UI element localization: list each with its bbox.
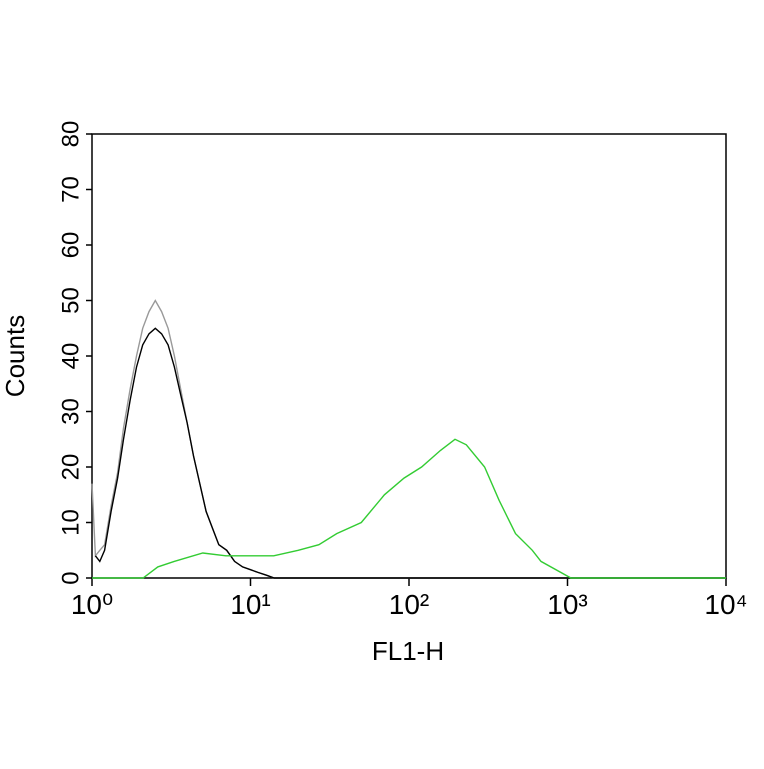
- series-line: [92, 438, 726, 579]
- y-tick-label: 50: [57, 287, 84, 314]
- y-tick-label: 0: [57, 571, 84, 584]
- y-tick-label: 80: [57, 121, 84, 148]
- y-tick-label: 40: [57, 343, 84, 370]
- x-tick-label: 10⁴: [704, 589, 747, 620]
- x-axis-label: FL1-H: [372, 636, 444, 666]
- y-tick-label: 60: [57, 232, 84, 259]
- y-tick-label: 30: [57, 398, 84, 425]
- series-line: [91, 299, 726, 579]
- x-tick-label: 10¹: [230, 589, 270, 620]
- series-line: [94, 327, 726, 579]
- y-axis-label: Counts: [0, 315, 30, 397]
- y-tick-label: 70: [57, 176, 84, 203]
- y-tick-label: 10: [57, 509, 84, 536]
- x-tick-label: 10³: [547, 589, 587, 620]
- x-tick-label: 10²: [389, 589, 429, 620]
- y-tick-label: 20: [57, 454, 84, 481]
- x-tick-label: 10⁰: [71, 589, 113, 620]
- plot-frame: [91, 133, 727, 579]
